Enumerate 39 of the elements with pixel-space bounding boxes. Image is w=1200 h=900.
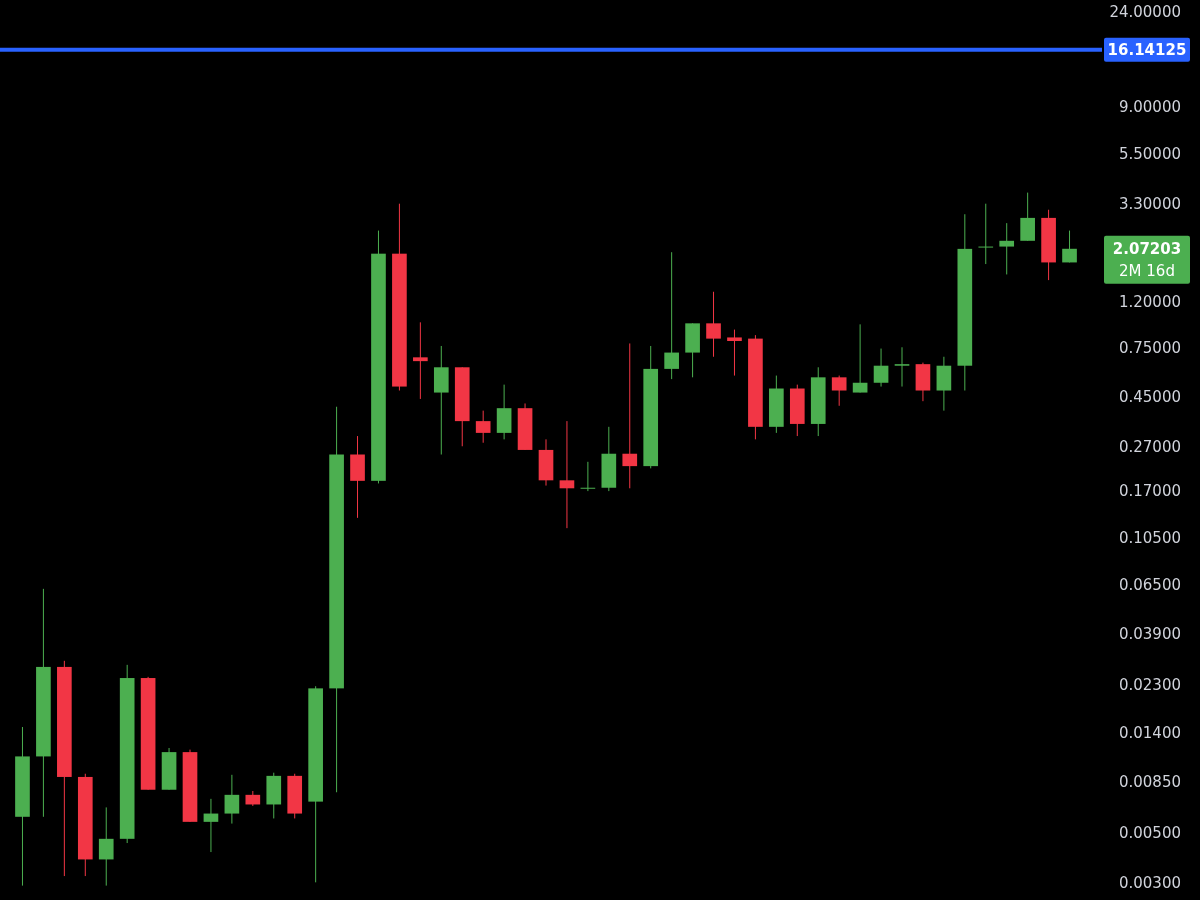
y-tick-label: 0.45000 (1118, 388, 1181, 407)
y-tick-label: 0.02300 (1118, 676, 1181, 695)
text: 2M 16d (1119, 262, 1175, 281)
candlestick (999, 222, 1015, 275)
candlestick (873, 348, 889, 388)
y-tick-label: 0.03900 (1118, 625, 1181, 644)
candlestick (706, 291, 721, 358)
candlestick (727, 329, 742, 377)
candlestick (580, 461, 596, 492)
text: 2.07203 (1112, 240, 1182, 259)
candlestick (559, 420, 575, 529)
y-tick-label: 0.75000 (1118, 338, 1181, 357)
y-tick-label: 24.00000 (1109, 2, 1181, 21)
candlestick (98, 806, 114, 887)
candlestick (1062, 230, 1077, 263)
y-tick-label: 9.00000 (1118, 97, 1181, 116)
candlestick (852, 323, 868, 394)
candlestick (664, 251, 679, 380)
y-tick-label: 0.01400 (1118, 724, 1181, 743)
y-tick-label: 1.20000 (1118, 292, 1181, 311)
y-tick-label: 0.06500 (1118, 575, 1181, 594)
y-tick-label: 3.30000 (1118, 194, 1181, 213)
candlestick (224, 774, 240, 825)
candlestick (978, 203, 994, 265)
y-tick-label: 0.00300 (1118, 873, 1181, 892)
y-tick-label: 0.17000 (1118, 482, 1181, 501)
y-tick-label: 0.27000 (1118, 437, 1181, 456)
candlestick (413, 321, 428, 400)
y-tick-label: 5.50000 (1118, 145, 1181, 164)
candlestick (831, 375, 847, 407)
candlestick (1020, 192, 1035, 242)
candlestick (622, 342, 638, 489)
candlestick (203, 798, 219, 853)
y-tick-label: 0.10500 (1118, 529, 1181, 548)
y-tick-label: 0.00500 (1118, 824, 1181, 843)
ref-line-label: 16.14125 (1107, 41, 1187, 60)
y-tick-label: 0.00850 (1118, 772, 1181, 791)
candlestick (475, 410, 491, 444)
candlestick (894, 346, 910, 388)
